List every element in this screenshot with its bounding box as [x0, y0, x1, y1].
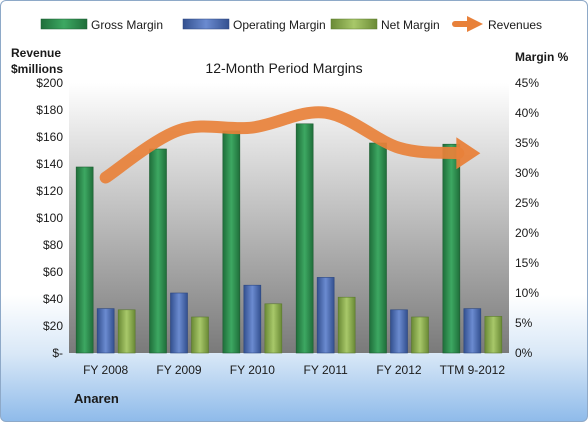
right-tick-label: 15%: [515, 256, 539, 270]
left-tick-label: $20: [43, 319, 63, 333]
right-tick-label: 45%: [515, 76, 539, 90]
gross-margin-bar: [442, 143, 461, 354]
revenue-line: [99, 106, 465, 184]
net-margin-bar: [191, 316, 209, 354]
x-tick-label: FY 2009: [156, 363, 201, 377]
left-tick-label: $-: [52, 346, 63, 360]
chart-title: 12-Month Period Margins: [205, 60, 362, 76]
x-tick-label: FY 2012: [376, 363, 421, 377]
legend-swatch-net-margin: [330, 18, 378, 30]
x-tick-label: TTM 9-2012: [440, 363, 506, 377]
legend: Gross Margin Operating Margin Net Margin…: [40, 16, 542, 32]
legend-arrowhead-revenues: [467, 16, 483, 32]
right-axis-title: Margin %: [515, 50, 569, 64]
legend-item-operating-margin: Operating Margin: [182, 18, 326, 32]
right-tick-label: 25%: [515, 196, 539, 210]
left-tick-label: $60: [43, 265, 63, 279]
right-tick-label: 10%: [515, 286, 539, 300]
right-axis: 0% 5% 10% 15% 20% 25% 30% 35% 40% 45%: [515, 76, 539, 360]
net-margin-bar: [264, 303, 283, 354]
gross-margin-bar: [295, 123, 314, 354]
x-tick-label: FY 2010: [230, 363, 275, 377]
net-margin-bar: [337, 296, 356, 354]
x-tick-label: FY 2008: [83, 363, 128, 377]
x-tick-label: FY 2011: [304, 363, 349, 377]
legend-item-net-margin: Net Margin: [330, 18, 440, 32]
left-axis-title-line2: $millions: [11, 62, 63, 76]
plot-area: [69, 83, 509, 353]
right-tick-label: 30%: [515, 166, 539, 180]
operating-margin-bar: [316, 277, 335, 354]
operating-margin-bar: [463, 308, 482, 354]
left-tick-label: $200: [36, 76, 63, 90]
left-tick-label: $40: [43, 292, 63, 306]
left-tick-label: $140: [36, 157, 63, 171]
net-margin-bar: [411, 316, 429, 354]
right-tick-label: 5%: [515, 316, 533, 330]
operating-margin-bar: [96, 308, 115, 354]
bar-series: [75, 123, 503, 354]
x-axis: FY 2008 FY 2009 FY 2010 FY 2011 FY 2012 TTM 9…: [83, 363, 505, 377]
operating-margin-bar: [243, 284, 262, 354]
left-tick-label: $120: [36, 184, 63, 198]
left-tick-label: $100: [36, 211, 63, 225]
left-tick-label: $180: [36, 103, 63, 117]
legend-label-operating-margin: Operating Margin: [233, 18, 326, 32]
legend-label-gross-margin: Gross Margin: [91, 18, 163, 32]
gross-margin-bar: [75, 166, 94, 354]
revenue-arrowhead: [456, 137, 481, 170]
left-axis: $- $20 $40 $60 $80 $100 $120 $140 $160 $180 $200: [36, 76, 63, 360]
legend-item-gross-margin: Gross Margin: [40, 18, 163, 32]
right-tick-label: 0%: [515, 346, 533, 360]
legend-swatch-gross-margin: [40, 18, 88, 30]
legend-item-revenues: Revenues: [452, 16, 542, 32]
company-name: Anaren: [74, 391, 119, 406]
right-tick-label: 35%: [515, 136, 539, 150]
legend-label-net-margin: Net Margin: [381, 18, 440, 32]
gross-margin-bar: [149, 148, 167, 354]
left-tick-label: $160: [36, 130, 63, 144]
operating-margin-bar: [170, 292, 188, 354]
legend-label-revenues: Revenues: [488, 18, 542, 32]
left-tick-label: $80: [43, 238, 63, 252]
net-margin-bar: [484, 316, 503, 354]
gross-margin-bar: [222, 130, 241, 354]
gross-margin-bar: [369, 142, 387, 354]
operating-margin-bar: [390, 309, 408, 354]
right-tick-label: 20%: [515, 226, 539, 240]
right-tick-label: 40%: [515, 106, 539, 120]
left-axis-title-line1: Revenue: [11, 46, 61, 60]
net-margin-bar: [117, 309, 136, 354]
revenue-series: [99, 106, 481, 184]
legend-swatch-operating-margin: [182, 18, 230, 30]
